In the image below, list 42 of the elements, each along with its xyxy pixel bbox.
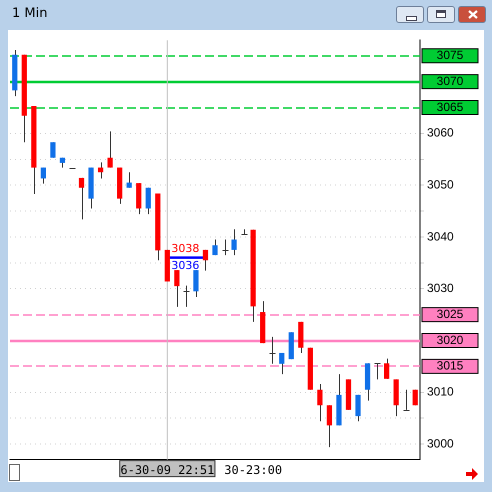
candlestick [174, 270, 180, 308]
candlestick [326, 404, 332, 448]
candlestick [269, 336, 276, 364]
candlestick [317, 384, 323, 422]
candlestick [202, 249, 208, 272]
candlestick [60, 157, 66, 168]
candlestick [412, 389, 418, 406]
candlestick [241, 228, 248, 235]
candlestick [384, 358, 390, 380]
ref-line-label: 3025 [436, 306, 464, 321]
candlestick [403, 389, 410, 411]
y-tick-label: 3040 [427, 229, 454, 244]
candlestick [78, 177, 84, 220]
candlestick [193, 270, 199, 298]
y-tick-label: 3000 [427, 436, 454, 450]
ref-line-label: 3065 [436, 100, 464, 114]
y-tick-label: 3050 [427, 177, 454, 192]
x-tick-label: 30-23:00 [224, 462, 282, 477]
x-tick-label: 6-30-09 22:51 [120, 462, 214, 477]
candlestick [212, 239, 218, 256]
candlestick [231, 228, 237, 256]
y-tick-label: 3010 [427, 384, 454, 399]
candlestick [50, 142, 56, 158]
candlestick [279, 352, 284, 375]
candlestick [126, 172, 132, 188]
y-tick-label: 3030 [427, 281, 454, 296]
candlestick [98, 162, 104, 179]
candlestick [374, 362, 381, 380]
ref-line-label: 3015 [436, 358, 464, 373]
candlestick [355, 394, 361, 422]
candlestick [40, 167, 46, 184]
chart-title: 1 Min [12, 6, 48, 21]
ref-line-label: 3036 [171, 259, 200, 272]
annotation: 3038 [171, 242, 200, 256]
ref-line-label: 3020 [436, 332, 464, 347]
y-tick-label: 3060 [427, 126, 454, 140]
ref-line-label: 3070 [436, 74, 464, 88]
candlestick [222, 239, 229, 256]
candlestick [146, 187, 151, 215]
ref-line-label: 3075 [436, 48, 464, 62]
candlestick [107, 130, 113, 168]
candlestick [183, 285, 190, 308]
